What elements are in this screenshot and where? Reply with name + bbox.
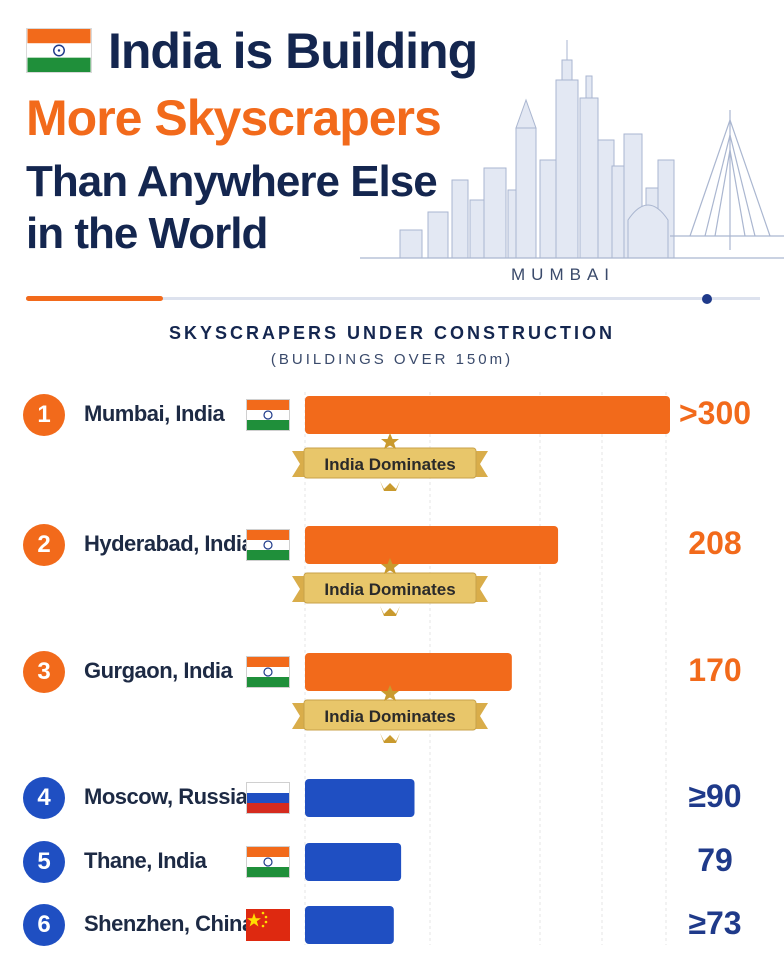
- rank-badge: 6: [23, 904, 65, 946]
- bar: [305, 843, 402, 881]
- skyline-illustration: [360, 40, 784, 259]
- title-line-4: in the World: [26, 209, 268, 258]
- india-flag-icon: [26, 28, 92, 73]
- title-line-3: Than Anywhere Else: [26, 157, 438, 206]
- value-label: ≥73: [688, 905, 742, 941]
- rank-badge: 3: [23, 651, 65, 693]
- ribbon-icon: [292, 558, 488, 616]
- ribbon-icon: [292, 685, 488, 743]
- annotation-text: India Dominates: [324, 455, 456, 474]
- value-label: 208: [688, 525, 742, 561]
- annotation-banner: India Dominates: [292, 556, 488, 616]
- value-label: 79: [697, 842, 733, 878]
- divider-accent: [26, 296, 163, 301]
- rank-badge: 2: [23, 524, 65, 566]
- bar: [305, 396, 670, 434]
- bar: [305, 526, 559, 564]
- chart-subtitle: (BUILDINGS OVER 150m): [270, 351, 514, 368]
- value-label: 170: [688, 652, 742, 688]
- annotation-text: India Dominates: [324, 707, 456, 726]
- china-flag-icon: [246, 909, 290, 941]
- india-flag-icon: [246, 846, 290, 878]
- city-name: Shenzhen, China: [84, 911, 254, 936]
- bar: [305, 906, 394, 944]
- bar: [305, 653, 512, 691]
- bar: [305, 779, 415, 817]
- india-flag-icon: [246, 399, 290, 431]
- chart-title: SKYSCRAPERS UNDER CONSTRUCTION: [168, 323, 616, 343]
- title-line-1: India is Building: [108, 23, 478, 79]
- rank-badge: 4: [23, 777, 65, 819]
- rank-badge: 5: [23, 841, 65, 883]
- value-label: >300: [678, 395, 752, 431]
- divider-dot: [702, 294, 712, 304]
- city-name: Hyderabad, India: [84, 531, 254, 556]
- annotation-banner: India Dominates: [292, 431, 488, 491]
- russia-flag-icon: [246, 782, 290, 814]
- india-flag-icon: [246, 529, 290, 561]
- city-name: Gurgaon, India: [84, 658, 233, 683]
- divider-line: [26, 297, 760, 300]
- rank-badge: 1: [23, 394, 65, 436]
- city-name: Thane, India: [84, 848, 207, 873]
- city-label: MUMBAI: [511, 265, 615, 284]
- india-flag-icon: [246, 656, 290, 688]
- ribbon-icon: [292, 433, 488, 491]
- value-label: ≥90: [688, 778, 742, 814]
- city-name: Mumbai, India: [84, 401, 225, 426]
- city-name: Moscow, Russia: [84, 784, 248, 809]
- annotation-banner: India Dominates: [292, 683, 488, 743]
- annotation-text: India Dominates: [324, 580, 456, 599]
- title-line-2: More Skyscrapers: [26, 90, 442, 146]
